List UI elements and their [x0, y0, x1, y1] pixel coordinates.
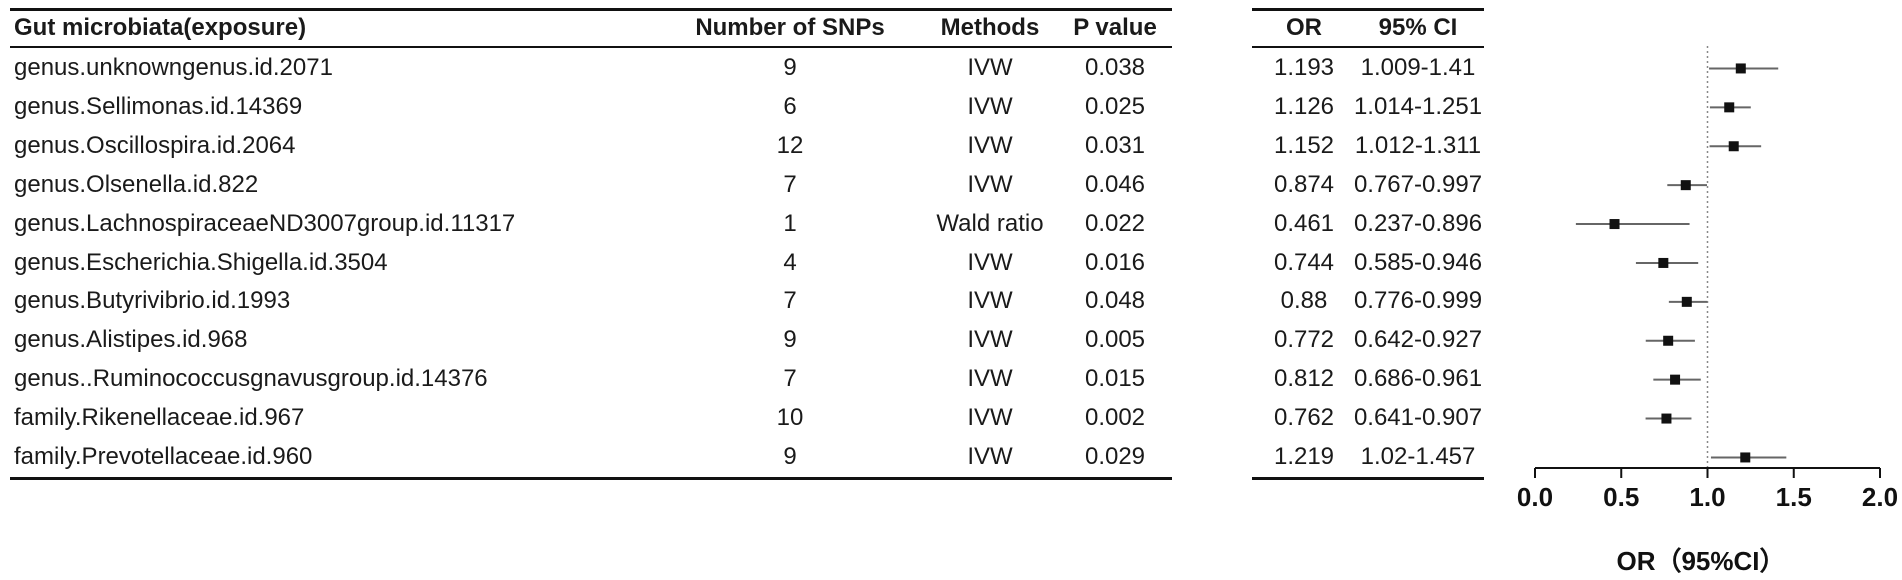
row-ci-value: 0.237-0.896: [1353, 209, 1483, 237]
row-ci-value: 0.776-0.999: [1353, 287, 1483, 315]
row-or-value: 0.772: [1273, 326, 1335, 354]
row-snp-count: 7: [783, 287, 797, 315]
row-p-value: 0.005: [1084, 326, 1146, 354]
row-exposure-name: genus.Sellimonas.id.14369: [14, 92, 303, 120]
header-snps: Number of SNPs: [695, 14, 885, 41]
or-point: [1681, 296, 1692, 307]
table-header-rule: [10, 46, 1172, 48]
row-exposure-name: genus.unknowngenus.id.2071: [14, 54, 333, 81]
or-table-header-rule: [1252, 46, 1484, 48]
row-or-value: 0.762: [1273, 404, 1335, 432]
row-ci-value: 0.641-0.907: [1353, 404, 1483, 432]
row-p-value: 0.038: [1084, 54, 1146, 81]
row-method: Wald ratio: [936, 209, 1044, 237]
row-ci-value: 1.009-1.41: [1360, 54, 1476, 81]
row-or-value: 0.812: [1273, 365, 1335, 393]
x-tick-label: 1.5: [1776, 482, 1812, 512]
x-tick-label: 2.0: [1862, 482, 1898, 512]
or-point: [1728, 141, 1739, 152]
row-or-value: 0.744: [1273, 248, 1335, 276]
row-ci-value: 1.012-1.311: [1354, 131, 1482, 159]
row-exposure-name: genus.Olsenella.id.822: [14, 170, 259, 198]
row-p-value: 0.048: [1084, 287, 1146, 315]
x-tick-label: 0.0: [1517, 482, 1553, 512]
row-p-value: 0.016: [1084, 248, 1146, 276]
x-axis-label: OR（95%CI）: [1616, 546, 1785, 576]
row-snp-count: 4: [783, 248, 797, 276]
row-method: IVW: [967, 54, 1013, 81]
row-p-value: 0.015: [1084, 365, 1146, 393]
row-ci-value: 0.767-0.997: [1353, 170, 1483, 198]
table-bottom-rule: [10, 477, 1172, 480]
row-snp-count: 7: [783, 365, 797, 393]
header-or: OR: [1286, 14, 1322, 41]
row-snp-count: 10: [776, 404, 804, 432]
row-exposure-name: family.Rikenellaceae.id.967: [14, 404, 305, 432]
header-ci: 95% CI: [1378, 14, 1458, 41]
row-snp-count: 9: [783, 54, 797, 81]
or-point: [1658, 257, 1669, 268]
row-snp-count: 9: [783, 443, 797, 470]
row-ci-value: 0.585-0.946: [1353, 248, 1483, 276]
or-point: [1735, 63, 1746, 74]
or-point: [1670, 374, 1681, 385]
row-p-value: 0.025: [1084, 92, 1146, 120]
header-pvalue: P value: [1073, 14, 1157, 41]
row-snp-count: 12: [776, 131, 804, 159]
row-method: IVW: [967, 326, 1013, 354]
header-exposure: Gut microbiata(exposure): [14, 14, 307, 41]
row-or-value: 0.874: [1273, 170, 1335, 198]
row-or-value: 1.126: [1273, 92, 1335, 120]
row-p-value: 0.002: [1084, 404, 1146, 432]
row-snp-count: 7: [783, 170, 797, 198]
header-methods: Methods: [940, 14, 1040, 41]
x-tick-label: 1.0: [1689, 482, 1725, 512]
or-point: [1740, 452, 1751, 463]
row-or-value: 1.152: [1273, 131, 1335, 159]
row-method: IVW: [967, 131, 1013, 159]
table-top-rule: [10, 8, 1172, 11]
row-method: IVW: [967, 443, 1013, 470]
or-point: [1724, 102, 1735, 113]
or-table-bottom-rule: [1252, 477, 1484, 480]
or-table-top-rule: [1252, 8, 1484, 11]
row-exposure-name: family.Prevotellaceae.id.960: [14, 443, 313, 470]
row-exposure-name: genus.Oscillospira.id.2064: [14, 131, 296, 159]
or-point: [1609, 219, 1620, 230]
row-p-value: 0.046: [1084, 170, 1146, 198]
row-method: IVW: [967, 287, 1013, 315]
row-method: IVW: [967, 248, 1013, 276]
row-ci-value: 0.642-0.927: [1353, 326, 1483, 354]
row-ci-value: 1.014-1.251: [1353, 92, 1483, 120]
row-method: IVW: [967, 92, 1013, 120]
row-or-value: 1.219: [1273, 443, 1335, 470]
row-p-value: 0.022: [1084, 209, 1146, 237]
row-snp-count: 1: [783, 209, 797, 237]
row-exposure-name: genus.Butyrivibrio.id.1993: [14, 287, 291, 315]
row-exposure-name: genus..Ruminococcusgnavusgroup.id.14376: [14, 365, 488, 393]
row-or-value: 0.88: [1280, 287, 1328, 315]
forest-plot: 0.0 0.5 1.0 1.5 2.0 OR（95%CI）: [1517, 46, 1898, 576]
or-point: [1680, 180, 1691, 191]
row-method: IVW: [967, 404, 1013, 432]
row-or-value: 1.193: [1273, 54, 1335, 81]
or-point: [1663, 335, 1674, 346]
x-tick-label: 0.5: [1603, 482, 1639, 512]
row-exposure-name: genus.Alistipes.id.968: [14, 326, 248, 354]
row-snp-count: 6: [783, 92, 797, 120]
row-method: IVW: [967, 365, 1013, 393]
row-exposure-name: genus.LachnospiraceaeND3007group.id.1131…: [14, 209, 516, 237]
row-p-value: 0.031: [1084, 131, 1146, 159]
row-ci-value: 1.02-1.457: [1360, 443, 1476, 470]
row-ci-value: 0.686-0.961: [1353, 365, 1483, 393]
row-snp-count: 9: [783, 326, 797, 354]
row-or-value: 0.461: [1273, 209, 1335, 237]
row-p-value: 0.029: [1084, 443, 1146, 470]
row-method: IVW: [967, 170, 1013, 198]
row-exposure-name: genus.Escherichia.Shigella.id.3504: [14, 248, 388, 276]
or-point: [1661, 413, 1672, 424]
